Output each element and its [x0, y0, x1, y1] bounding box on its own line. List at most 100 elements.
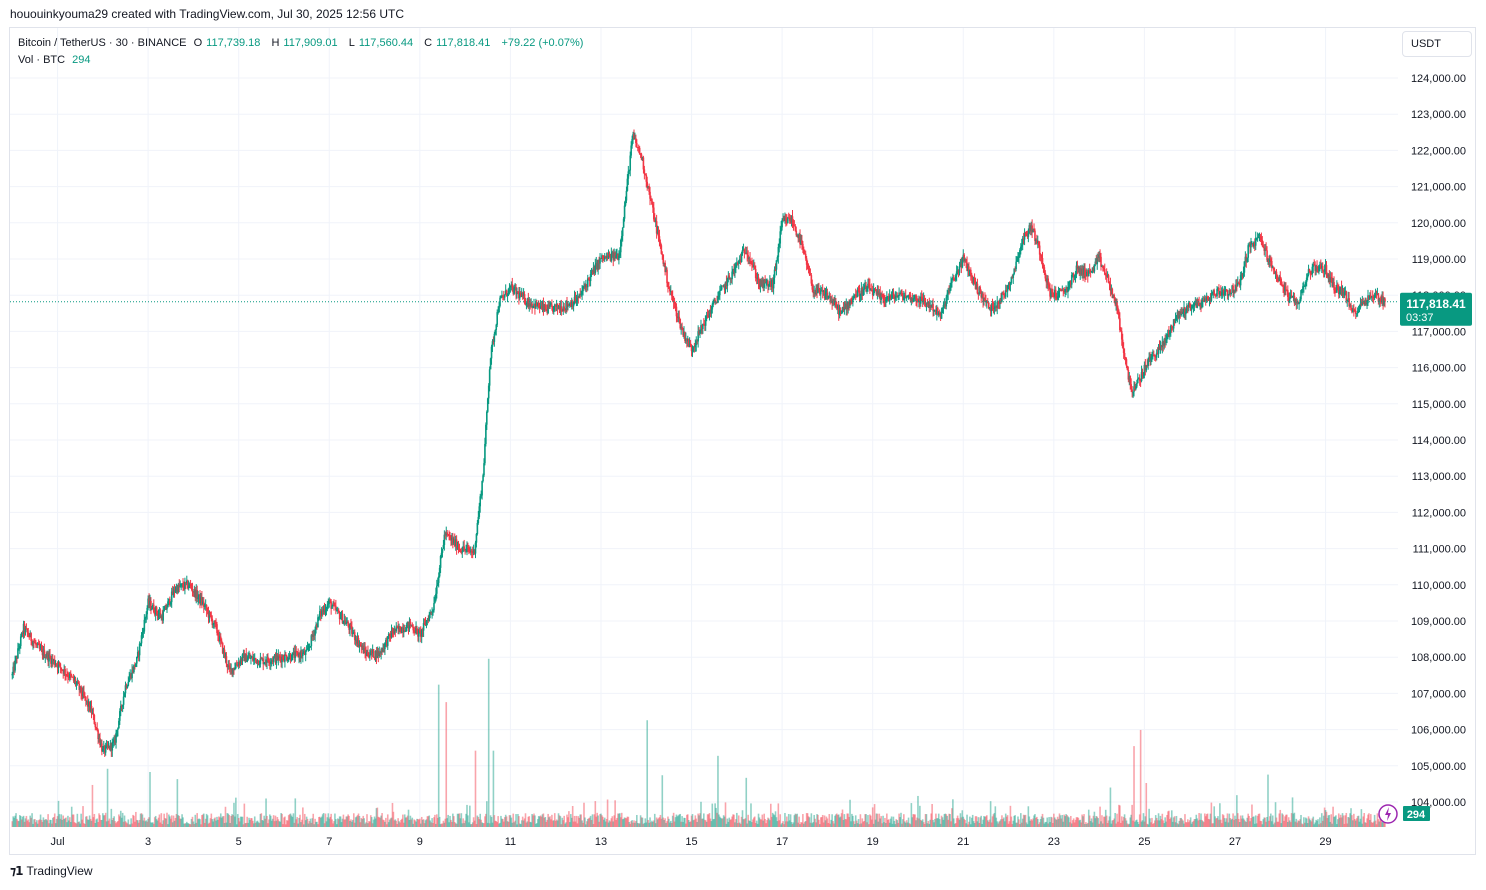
candle-body: [666, 269, 668, 284]
candle-body: [169, 602, 172, 605]
volume-bar: [385, 817, 387, 827]
volume-bar: [509, 815, 512, 827]
candle-body: [764, 279, 766, 284]
candle-body: [867, 283, 869, 287]
volume-bar: [1359, 818, 1362, 827]
candle-body: [1001, 293, 1003, 302]
volume-bar: [229, 823, 232, 827]
candle-body: [286, 655, 288, 661]
volume-label[interactable]: Vol · BTC: [18, 54, 66, 66]
volume-bar: [432, 823, 434, 827]
volume-bar: [302, 807, 304, 827]
volume-bar: [671, 815, 674, 827]
volume-bar: [930, 813, 932, 827]
volume-bar: [646, 720, 649, 827]
volume-bar: [1289, 822, 1292, 827]
volume-bar: [868, 824, 870, 827]
volume-bar: [1168, 810, 1170, 827]
volume-bar: [1046, 817, 1049, 827]
volume-bar: [1348, 817, 1350, 827]
candle-body: [613, 252, 615, 260]
candle-body: [426, 619, 429, 621]
candle-body: [408, 621, 411, 629]
volume-bar: [1274, 802, 1277, 827]
candle-body: [83, 691, 85, 697]
volume-bar: [1139, 729, 1142, 827]
volume-bar: [774, 811, 777, 827]
volume-badge-label: 294: [1407, 809, 1426, 821]
candle-body: [1353, 309, 1355, 311]
volume-bar: [1238, 821, 1241, 827]
candle-body: [1136, 383, 1138, 387]
volume-bar: [746, 823, 749, 827]
volume-bar: [488, 823, 491, 827]
candle-body: [1017, 257, 1019, 260]
volume-bar: [637, 823, 640, 827]
volume-bar: [57, 800, 60, 827]
candle-body: [302, 653, 304, 657]
candle-body: [433, 603, 435, 611]
volume-bar: [545, 821, 548, 827]
currency-button[interactable]: USDT: [1402, 31, 1472, 57]
volume-bar: [1010, 816, 1013, 827]
candle-body: [780, 227, 782, 232]
candle-body: [113, 739, 115, 742]
candle-body: [1286, 289, 1288, 291]
volume-bar: [276, 817, 279, 827]
volume-bar: [801, 822, 803, 827]
candle-body: [25, 627, 28, 629]
candle-body: [706, 315, 709, 317]
candle-body: [745, 252, 748, 254]
candle-body: [446, 532, 448, 535]
candle-body: [1155, 352, 1158, 358]
volume-bar: [1146, 823, 1149, 827]
candle-body: [991, 304, 994, 307]
candle-body: [961, 258, 964, 268]
candle-body: [171, 591, 174, 595]
volume-bar: [530, 822, 532, 827]
volume-bar: [776, 821, 779, 827]
volume-bar: [1376, 813, 1379, 827]
volume-bar: [1020, 813, 1022, 827]
volume-bar: [1113, 818, 1116, 827]
candle-body: [673, 302, 676, 304]
volume-bar: [174, 817, 177, 827]
candle-body: [356, 638, 359, 644]
volume-bar: [670, 822, 673, 827]
candle-body: [524, 302, 527, 305]
candle-body: [1150, 357, 1152, 361]
volume-bar: [299, 814, 301, 827]
candle-body: [339, 617, 342, 620]
volume-bar: [920, 820, 923, 827]
volume-bar: [1256, 815, 1259, 827]
candle-body: [267, 656, 269, 661]
volume-bar: [1118, 804, 1120, 827]
volume-bar: [35, 820, 38, 827]
candle-body: [436, 582, 439, 586]
volume-bar: [1120, 816, 1123, 827]
candle-body: [655, 221, 658, 234]
volume-bar: [1221, 814, 1224, 827]
candle-body: [1278, 276, 1281, 282]
candle-body: [1233, 289, 1235, 293]
volume-bar: [21, 816, 24, 827]
candle-body: [138, 643, 141, 656]
candle-body: [489, 358, 492, 370]
candle-body: [1202, 300, 1204, 303]
symbol-label[interactable]: Bitcoin / TetherUS · 30 · BINANCE: [18, 37, 187, 49]
volume-bar: [915, 820, 917, 827]
volume-bar: [32, 823, 34, 827]
volume-bar: [1147, 824, 1149, 827]
candle-body: [538, 307, 541, 309]
footer-brand[interactable]: ⁊𝟭 TradingView: [10, 864, 93, 878]
volume-bar: [355, 816, 358, 827]
candle-body: [1092, 267, 1095, 272]
candle-body: [397, 626, 399, 630]
candle-body: [422, 623, 425, 631]
volume-bar: [543, 817, 546, 827]
volume-bar: [195, 822, 198, 827]
candle-body: [237, 662, 240, 666]
candle-body: [1289, 295, 1292, 299]
candle-body: [1104, 274, 1107, 276]
